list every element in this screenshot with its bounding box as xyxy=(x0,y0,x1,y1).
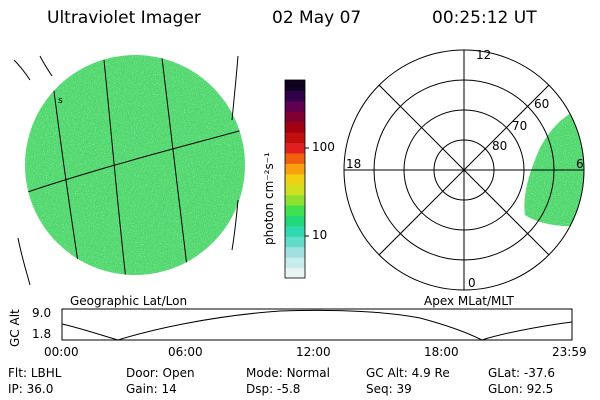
colorbar-segment xyxy=(285,163,305,175)
xtick-1200: 12:00 xyxy=(296,345,331,359)
lat-lon-grid xyxy=(25,57,245,275)
lat-label-80: 80 xyxy=(492,139,508,153)
xtick-2359: 23:59 xyxy=(552,345,587,359)
colorbar-segment xyxy=(285,257,305,269)
footer-ip: IP: 36.0 xyxy=(8,382,54,396)
colorbar-segment xyxy=(285,100,305,112)
instrument-title: Ultraviolet Imager xyxy=(47,8,201,28)
colorbar-tick-100: 100 xyxy=(312,140,335,154)
colorbar-segment xyxy=(285,132,305,144)
colorbar-segment xyxy=(285,215,305,227)
colorbar-segment xyxy=(285,121,305,133)
colorbar-segment xyxy=(285,194,305,206)
colorbar-segment xyxy=(285,152,305,164)
mlt-label-dusk: 18 xyxy=(346,157,362,171)
image-marker: s xyxy=(58,96,63,106)
apex-projection-label: Apex MLat/MLT xyxy=(424,294,514,308)
colorbar-segment xyxy=(285,90,305,102)
footer-filter: Flt: LBHL xyxy=(8,366,62,380)
altitude-ylabel: GC Alt xyxy=(8,309,22,347)
xtick-0000: 00:00 xyxy=(44,345,79,359)
altitude-plot xyxy=(61,308,573,341)
mlt-label-noon: 12 xyxy=(476,48,492,62)
xtick-0600: 06:00 xyxy=(168,345,203,359)
colorbar-tick-10: 10 xyxy=(312,228,328,242)
colorbar-segment xyxy=(285,142,305,154)
colorbar-segment xyxy=(285,173,305,185)
footer-seq: Seq: 39 xyxy=(366,382,412,396)
lat-label-70: 70 xyxy=(512,119,528,133)
observation-time: 00:25:12 UT xyxy=(432,8,537,28)
outer-meridians xyxy=(13,55,239,286)
geographic-image: s xyxy=(13,55,245,286)
polar-mlt-plot xyxy=(343,49,585,291)
colorbar-segment xyxy=(285,246,305,258)
mlt-label-midnight: 0 xyxy=(468,276,476,290)
footer-gain: Gain: 14 xyxy=(126,382,177,396)
colorbar-segment xyxy=(285,225,305,237)
colorbar-segment xyxy=(285,184,305,196)
colorbar-segment xyxy=(285,236,305,248)
footer-glat: GLat: -37.6 xyxy=(488,366,555,380)
colorbar-segment xyxy=(285,80,305,91)
altitude-ymin: 1.8 xyxy=(32,327,52,341)
lat-label-60: 60 xyxy=(534,97,550,111)
footer-mode: Mode: Normal xyxy=(246,366,330,380)
colorbar-segment xyxy=(285,267,305,279)
footer-dsp: Dsp: -5.8 xyxy=(246,382,301,396)
footer-gc-alt: GC Alt: 4.9 Re xyxy=(366,366,450,380)
color-scale-bar xyxy=(284,79,309,279)
altitude-ymax: 9.0 xyxy=(32,306,52,320)
mlt-label-dawn: 6 xyxy=(576,157,584,171)
geographic-projection-label: Geographic Lat/Lon xyxy=(70,294,188,308)
footer-door: Door: Open xyxy=(126,366,195,380)
xtick-1800: 18:00 xyxy=(424,345,459,359)
colorbar-unit-label: photon cm⁻²s⁻¹ xyxy=(262,152,276,245)
footer-glon: GLon: 92.5 xyxy=(488,382,554,396)
observation-date: 02 May 07 xyxy=(272,8,362,28)
colorbar-segment xyxy=(285,111,305,123)
colorbar-segment xyxy=(285,205,305,216)
altitude-curve xyxy=(61,309,573,341)
